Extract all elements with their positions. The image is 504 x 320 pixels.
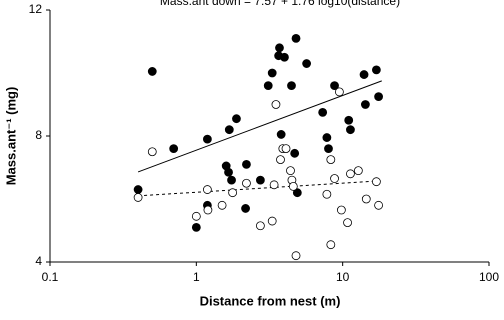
filled-point [359, 70, 369, 79]
y-tick-label: 4 [35, 254, 42, 268]
filled-point [374, 92, 383, 102]
filled-point [318, 107, 328, 117]
open-point [281, 144, 291, 154]
filled-point [169, 144, 179, 154]
x-tick-label: 100 [479, 270, 499, 284]
filled-point [224, 167, 233, 177]
open-point [330, 174, 339, 183]
open-point [336, 205, 346, 215]
open-point [371, 177, 381, 187]
filled-point [360, 100, 370, 109]
filled-point [242, 159, 251, 169]
open-point [353, 166, 363, 176]
y-tick-label: 12 [29, 2, 43, 16]
open-point [228, 188, 238, 198]
filled-point [224, 125, 234, 135]
open-point [191, 211, 201, 221]
filled-point [280, 52, 289, 62]
open-point [286, 166, 295, 176]
filled-point [290, 148, 300, 158]
open-point [288, 181, 298, 191]
open-point [267, 216, 277, 226]
open-point [322, 189, 332, 199]
filled-point [291, 33, 301, 43]
filled-point [292, 188, 302, 198]
filled-point [287, 81, 296, 90]
filled-point [302, 59, 312, 68]
open-point [242, 178, 251, 188]
open-point [326, 240, 336, 250]
open-point [343, 218, 352, 228]
y-tick-label: 8 [35, 128, 42, 142]
open-point [276, 155, 285, 165]
filled-point [147, 67, 157, 76]
filled-point [263, 81, 273, 90]
filled-point [227, 175, 236, 185]
open-point [361, 194, 371, 204]
filled-point [241, 204, 250, 213]
y-axis-title: Mass.ant⁻¹ (mg) [3, 87, 18, 186]
open-point [271, 100, 281, 109]
open-point [203, 205, 213, 215]
trend-line [137, 80, 382, 173]
filled-point [191, 222, 201, 232]
filled-point [133, 185, 143, 194]
filled-point [371, 65, 381, 75]
filled-point [202, 134, 212, 144]
x-tick-label: 10 [336, 270, 350, 284]
open-point [217, 200, 227, 210]
x-tick-label: 1 [193, 270, 200, 284]
annotation: Mass.ant down = 7.57 + 1.76 log10(distan… [160, 0, 400, 8]
open-point [374, 200, 383, 210]
trend-line [138, 180, 382, 197]
open-point [202, 185, 212, 194]
filled-point [330, 81, 339, 90]
x-tick-label: 0.1 [42, 270, 59, 284]
open-point [326, 155, 336, 165]
filled-point [267, 68, 277, 78]
open-point [346, 169, 355, 179]
open-point [147, 147, 157, 157]
filled-point [255, 175, 265, 185]
open-point [255, 221, 265, 231]
filled-point [232, 114, 241, 124]
open-point [335, 87, 344, 97]
x-axis-title: Distance from nest (m) [200, 293, 341, 308]
filled-point [324, 144, 333, 154]
filled-point [322, 133, 332, 142]
filled-point [275, 43, 284, 53]
filled-point [344, 115, 354, 125]
filled-point [276, 130, 286, 139]
open-point [291, 251, 301, 261]
filled-point [346, 125, 355, 135]
open-point [269, 180, 279, 190]
open-point [133, 193, 143, 202]
